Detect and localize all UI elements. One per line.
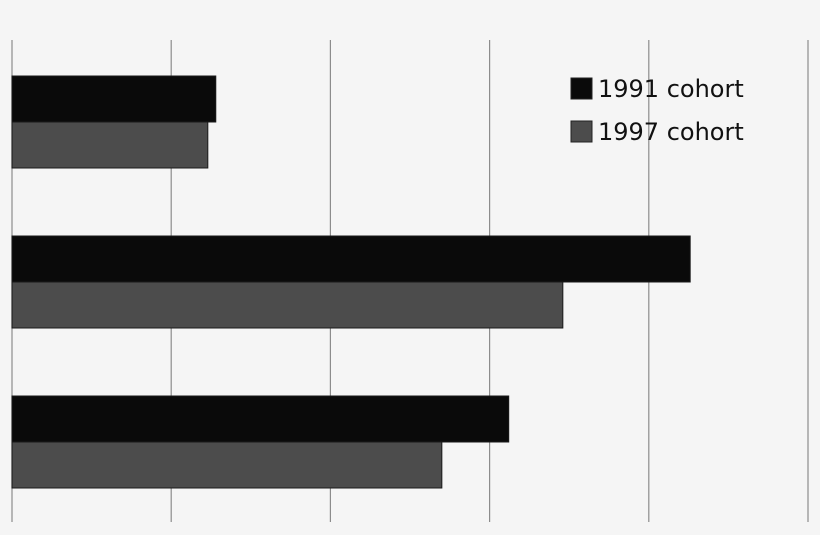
legend-swatch-1991 (570, 77, 593, 100)
bars-group (11, 75, 691, 489)
bar-1997-group-2 (11, 281, 564, 329)
legend: 1991 cohort 1997 cohort (570, 75, 744, 146)
bar-1991-group-3 (11, 395, 510, 443)
bar-1997-group-3 (11, 441, 443, 489)
bar-1991-group-1 (11, 75, 217, 123)
legend-label-1991: 1991 cohort (598, 75, 744, 103)
bar-1991-group-2 (11, 235, 691, 283)
legend-label-1997: 1997 cohort (598, 118, 744, 146)
legend-swatch-1997 (570, 120, 593, 143)
bar-1997-group-1 (11, 121, 209, 169)
